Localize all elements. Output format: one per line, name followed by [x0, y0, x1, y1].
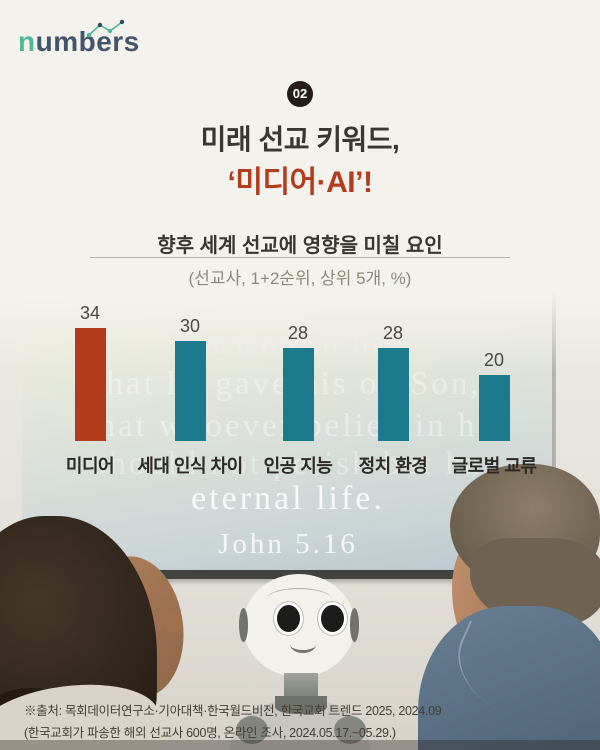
source-line1: ※출처: 목회데이터연구소·기아대책·한국월드비전, 한국교회 트렌드 2025… [24, 704, 442, 718]
verse-line-2: that whoever believ in hi [86, 408, 490, 444]
photo-top-fade [0, 288, 600, 373]
robot-right-eye [318, 602, 347, 635]
logo-letter-n: n [18, 26, 36, 57]
table-edge [0, 740, 600, 750]
verse-line-3: should not perish but ha [93, 446, 483, 482]
robot-head-seam [266, 588, 332, 611]
woman-nose [166, 612, 182, 632]
screen-right-edge [552, 288, 556, 580]
chart-title: 향후 세계 선교에 영향을 미칠 요인 [157, 235, 443, 257]
robot-left-eye [274, 602, 303, 635]
robot-left-shoulder [236, 716, 268, 744]
chart-title-underline [90, 257, 510, 258]
source-line2: (한국교회가 파송한 해외 선교사 600명, 온라인 조사, 2024.05.… [24, 726, 396, 740]
robot-smile [290, 636, 316, 653]
robot-right-shoulder [334, 716, 366, 744]
main-title-line1: 미래 선교 키워드, [200, 124, 400, 155]
logo-rest: umbers [35, 26, 140, 57]
robot-right-ear [350, 608, 359, 642]
verse-line-4: eternal life. [191, 480, 385, 517]
logo-sparkline-icon [86, 19, 125, 38]
source-note: ※출처: 목회데이터연구소·기아대책·한국월드비전, 한국교회 트렌드 2025… [24, 700, 442, 744]
numbers-logo: numbers [18, 19, 148, 64]
main-title-line2: ‘미디어·AI’! [227, 166, 373, 199]
robot-chest-joint [275, 696, 327, 714]
verse-line-5: John 5.16 [218, 528, 358, 560]
chart-subtitle: (선교사, 1+2순위, 상위 5개, %) [188, 269, 412, 288]
robot-left-ear [239, 608, 248, 642]
section-number-badge: 02 [287, 81, 313, 107]
man-shirt [418, 606, 600, 750]
background-photo: or God so lothat he gave his on Son,that… [0, 288, 600, 750]
